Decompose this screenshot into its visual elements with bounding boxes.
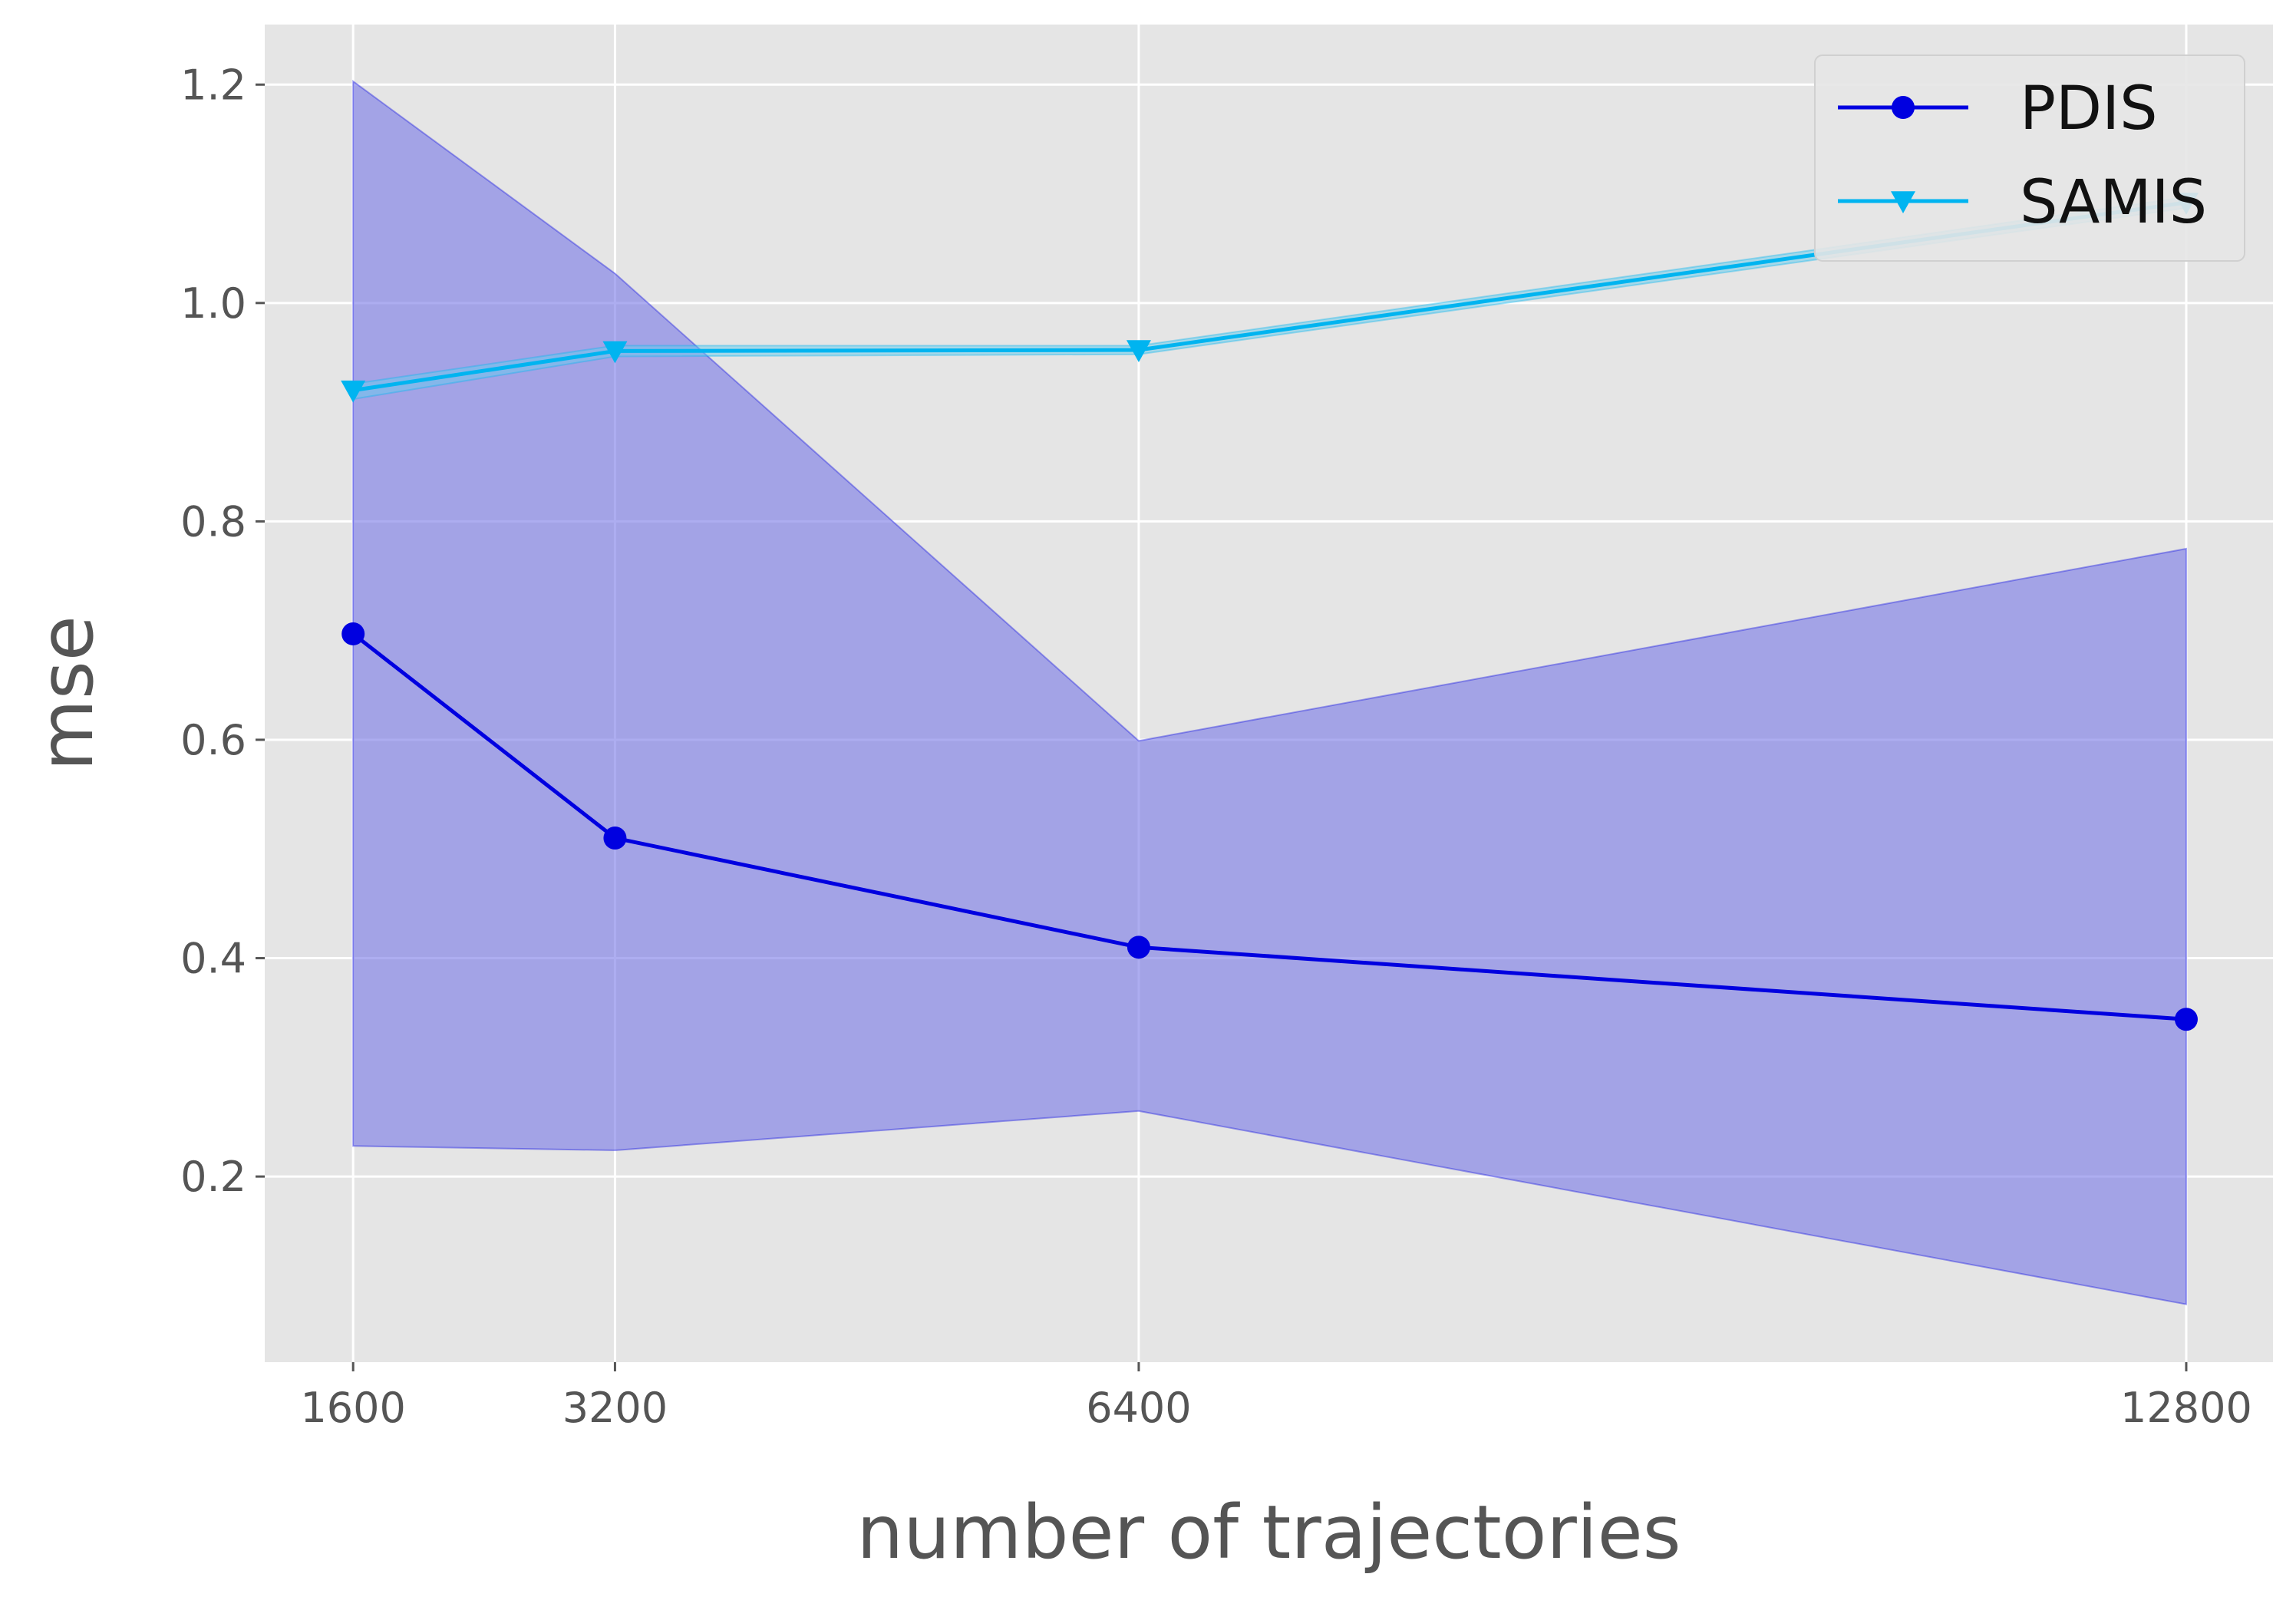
marker-pdis [603, 827, 627, 850]
tick-labels: 1600 3200 6400 12800 0.2 0.4 0.6 0.8 1.0 1.2 [180, 61, 2252, 1432]
legend: PDIS SAMIS [1814, 54, 2245, 262]
legend-marker-pdis [1892, 96, 1915, 119]
y-tick-label: 0.2 [180, 1153, 246, 1201]
y-tick-label: 0.6 [180, 716, 246, 764]
y-tick-label: 1.2 [180, 61, 246, 109]
legend-marker-samis [1891, 191, 1915, 213]
y-tick-label: 0.8 [180, 497, 246, 546]
x-axis-label: number of trajectories [856, 1490, 1681, 1576]
marker-samis [1126, 340, 1151, 363]
marker-samis [602, 341, 628, 364]
legend-label-samis: SAMIS [2020, 168, 2207, 237]
line-samis [352, 200, 2187, 393]
line-pdis [351, 632, 2187, 1021]
marker-samis [341, 380, 366, 403]
series-markers [341, 193, 2199, 1031]
x-tick-label: 3200 [562, 1384, 668, 1432]
marker-pdis [1127, 935, 1150, 959]
marker-pdis [341, 622, 365, 645]
series-lines [351, 200, 2187, 1021]
marker-pdis [2174, 1008, 2198, 1031]
x-tick-label: 6400 [1086, 1384, 1191, 1432]
band-pdis [352, 80, 2187, 1305]
legend-label-pdis: PDIS [2020, 74, 2158, 144]
x-tick-label: 12800 [2120, 1384, 2252, 1432]
y-tick-label: 0.4 [180, 935, 246, 983]
y-tick-label: 1.0 [180, 279, 246, 328]
x-tick-label: 1600 [300, 1384, 405, 1432]
y-axis-label: mse [24, 615, 110, 771]
